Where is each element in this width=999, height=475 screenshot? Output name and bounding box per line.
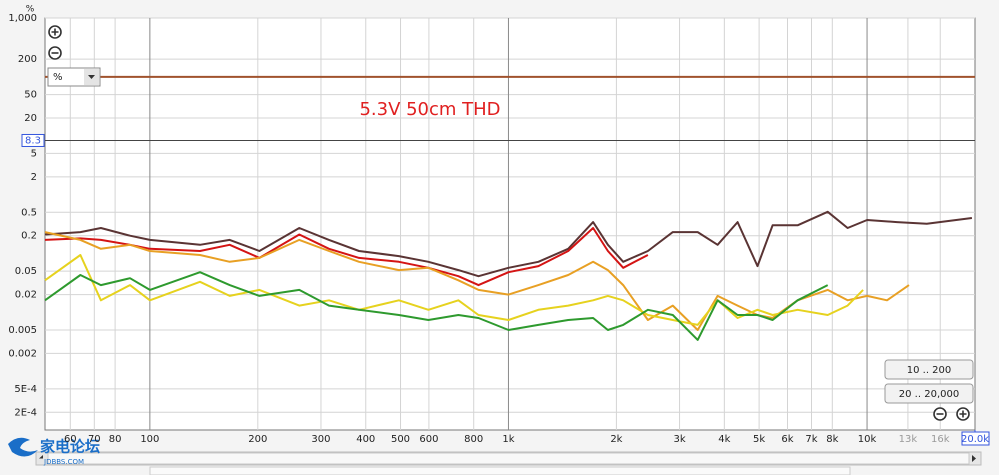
y-tick-label: 50 [24,90,37,101]
series-line [44,254,864,326]
plot-area [44,17,976,431]
y-tick-label: 0.005 [8,325,37,336]
x-tick-label: 2k [610,434,622,445]
y-tick-label: 5E-4 [14,384,37,395]
x-tick-label: 600 [419,434,438,445]
watermark-text: 家电论坛 [40,438,100,456]
y-tick-label: 2 [31,172,37,183]
panel-edge [149,466,851,475]
cursor-label: 20.0k [961,434,989,445]
y-tick-label: 0.002 [8,348,37,359]
zoom-in-button[interactable] [48,25,62,39]
y-unit: % [26,5,35,15]
marks [44,75,976,433]
x-tick-label: 60 [64,434,77,445]
unit-dropdown-text: % [53,72,63,83]
x-tick-label: 100 [140,434,159,445]
x-tick-label: 800 [464,434,483,445]
y-tick-label: 2E-4 [14,407,37,418]
y-tick-label: 0.02 [15,290,37,301]
cursor-label-box [21,133,45,147]
unit-dropdown[interactable]: % [47,67,101,87]
x-tick-label: 1k [502,434,514,445]
button-text: 20 .. 20,000 [899,389,959,400]
range-button[interactable]: 10 .. 200 [884,359,974,380]
annotation: 5.3V 50cm THD [359,99,500,120]
x-tick-label: 200 [248,434,267,445]
x-tick-label: 5k [753,434,765,445]
labels: 1,000 200 50 20 5 2 0.5 0.2 0.05 0.02 0.005 0.002 5E… [8,13,990,446]
x-tick-label: 4k [718,434,730,445]
y-tick-label: 0.5 [21,207,37,218]
x-tick-label: 7k [805,434,817,445]
button-text: 10 .. 200 [907,365,952,376]
x-tick-label: 16k [931,434,950,445]
series-line [44,227,649,287]
range-button[interactable]: 20 .. 20,000 [884,383,974,404]
cursor-label-box [961,431,990,446]
watermark-sub: JDBBS.COM [43,458,84,466]
y-tick-label: 0.05 [15,266,37,277]
x-tick-label: 13k [899,434,918,445]
x-tick-label: 300 [311,434,330,445]
cursor-label: 8.3 [25,135,41,146]
watermark: 家电论坛 JDBBS.COM [8,438,100,466]
x-tick-label: 8k [826,434,838,445]
zoom-out-button[interactable] [933,407,947,421]
y-tick-label: 1,000 [8,13,37,24]
x-tick-label: 400 [356,434,375,445]
x-tick-label: 10k [858,434,877,445]
y-tick-label: 5 [31,148,37,159]
y-tick-label: 20 [24,113,37,124]
zoom-in-button[interactable] [956,407,970,421]
x-tick-label: 500 [391,434,410,445]
series-line [44,210,973,278]
scrollbar[interactable] [35,451,982,466]
y-tick-label: 200 [18,54,37,65]
zoom-out-button[interactable] [48,46,62,60]
x-tick-label: 80 [109,434,122,445]
x-tick-label: 3k [673,434,685,445]
x-tick-label: 70 [88,434,101,445]
x-tick-label: 6k [781,434,793,445]
series-line [44,271,829,341]
y-tick-label: 0.2 [21,231,37,242]
